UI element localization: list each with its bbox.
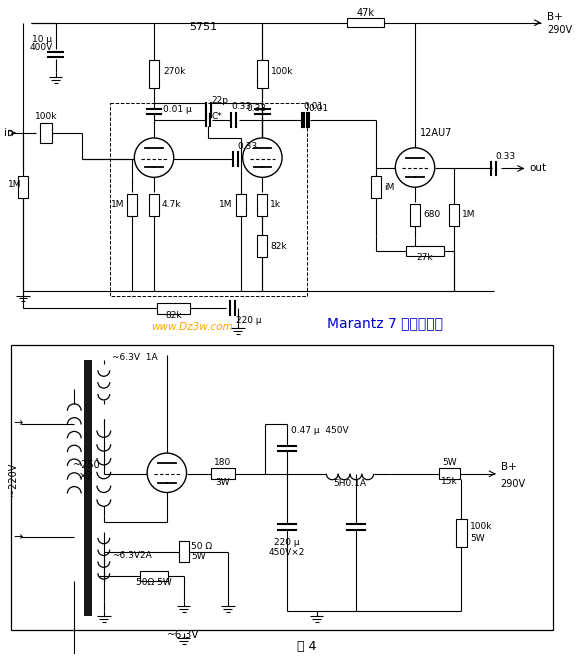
- Text: 0.47 μ  450V: 0.47 μ 450V: [291, 426, 349, 436]
- Bar: [347, 18, 384, 27]
- Text: 100k: 100k: [271, 67, 294, 76]
- Text: →: →: [13, 418, 23, 428]
- Text: 100k: 100k: [35, 112, 57, 121]
- Text: 400V: 400V: [29, 43, 53, 52]
- Text: ~6.3V2A: ~6.3V2A: [112, 551, 151, 560]
- Text: 0.01 μ: 0.01 μ: [163, 105, 192, 114]
- Text: 10 μ: 10 μ: [32, 36, 53, 44]
- Text: 290V: 290V: [501, 478, 526, 489]
- Bar: [149, 194, 159, 215]
- Text: 27k: 27k: [417, 253, 433, 262]
- Text: 图 4: 图 4: [297, 640, 316, 653]
- Text: 50 Ω: 50 Ω: [192, 542, 212, 551]
- Text: 0.33: 0.33: [238, 142, 258, 151]
- Bar: [157, 303, 190, 314]
- Text: 1M: 1M: [8, 180, 21, 189]
- Text: 15k: 15k: [441, 476, 458, 486]
- Text: 180: 180: [214, 458, 231, 467]
- Text: 270k: 270k: [163, 67, 185, 76]
- Bar: [449, 204, 459, 225]
- Circle shape: [134, 138, 174, 177]
- Text: 4.7k: 4.7k: [162, 200, 181, 210]
- Bar: [370, 177, 381, 198]
- Circle shape: [243, 138, 282, 177]
- Text: ~250: ~250: [73, 460, 99, 470]
- Bar: [149, 60, 159, 88]
- Bar: [179, 541, 189, 562]
- Bar: [257, 194, 267, 215]
- Bar: [110, 103, 307, 295]
- Text: Marantz 7 前级放大器: Marantz 7 前级放大器: [328, 316, 444, 330]
- Text: 0.01: 0.01: [309, 104, 329, 113]
- Bar: [40, 123, 51, 143]
- Bar: [456, 519, 467, 547]
- Text: 220 μ: 220 μ: [236, 316, 261, 325]
- Text: 12AU7: 12AU7: [420, 128, 452, 138]
- Text: www.Dz3w.com: www.Dz3w.com: [151, 322, 233, 332]
- Bar: [128, 194, 137, 215]
- Text: ×2: ×2: [79, 471, 93, 481]
- Text: 1k: 1k: [270, 200, 281, 210]
- Text: B+: B+: [501, 462, 516, 472]
- Bar: [211, 469, 235, 479]
- Text: 0.33: 0.33: [232, 102, 252, 111]
- Text: 82k: 82k: [166, 311, 182, 320]
- Text: 5H0.1A: 5H0.1A: [334, 478, 366, 488]
- Bar: [11, 345, 553, 631]
- Text: 5751: 5751: [189, 22, 218, 32]
- Text: 5W: 5W: [470, 534, 485, 543]
- Bar: [406, 246, 444, 256]
- Text: 0.33: 0.33: [246, 104, 267, 113]
- Text: 1M: 1M: [462, 210, 476, 219]
- Text: ~6.3V  1A: ~6.3V 1A: [112, 353, 158, 362]
- Text: 1M: 1M: [111, 200, 125, 210]
- Text: 0.33: 0.33: [496, 152, 516, 161]
- Text: 100k: 100k: [470, 523, 493, 531]
- Text: in: in: [5, 128, 14, 138]
- Text: 450V×2: 450V×2: [269, 548, 305, 557]
- Text: 3W: 3W: [216, 478, 230, 486]
- Text: C*: C*: [211, 112, 222, 121]
- Text: 47k: 47k: [357, 8, 375, 18]
- Text: 5W: 5W: [192, 552, 206, 561]
- Bar: [257, 60, 268, 88]
- Text: ~220V: ~220V: [8, 463, 18, 496]
- Text: 680: 680: [423, 210, 440, 219]
- Bar: [439, 469, 460, 479]
- Text: →: →: [13, 532, 23, 542]
- Bar: [236, 194, 246, 215]
- Text: B+: B+: [547, 12, 563, 22]
- Bar: [18, 177, 28, 198]
- Bar: [410, 204, 420, 225]
- Circle shape: [395, 148, 434, 187]
- Text: 290V: 290V: [547, 24, 572, 35]
- Text: 22p: 22p: [211, 96, 228, 105]
- Text: iM: iM: [384, 183, 395, 192]
- Circle shape: [147, 453, 186, 492]
- Text: 220 μ: 220 μ: [274, 538, 300, 547]
- Text: 1M: 1M: [219, 200, 233, 210]
- Text: 82k: 82k: [270, 242, 287, 251]
- Text: 50Ω 5W: 50Ω 5W: [136, 578, 172, 587]
- Bar: [257, 235, 267, 257]
- Text: out: out: [529, 163, 546, 173]
- Text: 0.01: 0.01: [304, 102, 324, 111]
- Text: 5W: 5W: [442, 458, 457, 467]
- Bar: [140, 571, 168, 581]
- Text: ~6.3V: ~6.3V: [167, 630, 200, 641]
